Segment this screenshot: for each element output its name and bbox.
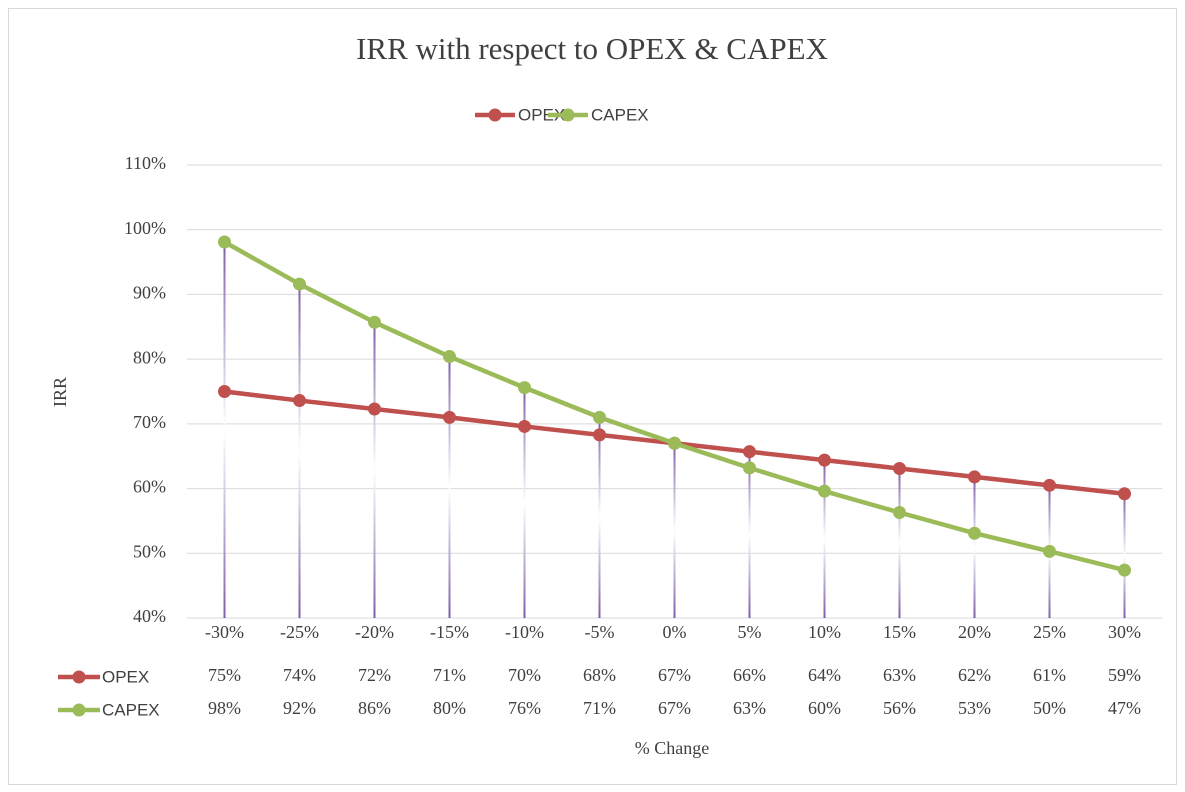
x-tick-label: -15% xyxy=(430,622,469,642)
y-tick-label: 110% xyxy=(125,153,166,173)
table-value: 80% xyxy=(433,698,466,718)
drop-line xyxy=(298,284,301,618)
table-value: 60% xyxy=(808,698,841,718)
data-point xyxy=(518,381,531,395)
data-point xyxy=(1043,544,1056,558)
drop-line xyxy=(748,451,751,618)
table-value: 63% xyxy=(733,698,766,718)
y-axis-title: IRR xyxy=(50,377,70,407)
table-value: 50% xyxy=(1033,698,1066,718)
data-point xyxy=(218,235,231,249)
y-tick-label: 60% xyxy=(133,477,166,497)
y-tick-label: 40% xyxy=(133,606,166,626)
table-value: 71% xyxy=(433,665,466,685)
x-tick-label: 20% xyxy=(958,622,991,642)
drop-line xyxy=(823,460,826,618)
data-point xyxy=(443,410,456,424)
data-point xyxy=(368,402,381,416)
table-value: 86% xyxy=(358,698,391,718)
drop-line xyxy=(523,387,526,618)
table-value: 64% xyxy=(808,665,841,685)
legend-label: OPEX xyxy=(518,105,565,124)
table-value: 71% xyxy=(583,698,616,718)
table-series-name: OPEX xyxy=(102,667,149,686)
table-value: 47% xyxy=(1108,698,1141,718)
table-value: 98% xyxy=(208,698,241,718)
x-tick-label: -20% xyxy=(355,622,394,642)
y-tick-label: 70% xyxy=(133,412,166,432)
data-point xyxy=(368,315,381,329)
data-point xyxy=(818,484,831,498)
drop-line xyxy=(1123,493,1126,618)
table-value: 68% xyxy=(583,665,616,685)
x-tick-label: -10% xyxy=(505,622,544,642)
data-point xyxy=(968,526,981,540)
x-tick-label: 5% xyxy=(738,622,762,642)
x-tick-label: -5% xyxy=(585,622,615,642)
table-key-marker xyxy=(72,670,86,684)
table-value: 74% xyxy=(283,665,316,685)
data-point xyxy=(1118,563,1131,577)
data-point xyxy=(668,436,681,450)
table-value: 75% xyxy=(208,665,241,685)
y-tick-label: 80% xyxy=(133,347,166,367)
chart-title: IRR with respect to OPEX & CAPEX xyxy=(356,31,828,66)
table-value: 56% xyxy=(883,698,916,718)
data-point xyxy=(593,428,606,442)
x-tick-label: 15% xyxy=(883,622,916,642)
table-value: 70% xyxy=(508,665,541,685)
table-series-name: CAPEX xyxy=(102,700,160,719)
table-value: 67% xyxy=(658,665,691,685)
table-value: 92% xyxy=(283,698,316,718)
drop-line xyxy=(973,476,976,618)
x-tick-label: 25% xyxy=(1033,622,1066,642)
data-point xyxy=(968,470,981,484)
data-point xyxy=(818,453,831,467)
chart-border xyxy=(8,8,1177,785)
x-axis-title: % Change xyxy=(635,738,709,758)
data-point xyxy=(1118,487,1131,501)
drop-line xyxy=(898,468,901,618)
table-value: 61% xyxy=(1033,665,1066,685)
table-value: 76% xyxy=(508,698,541,718)
data-point xyxy=(893,462,906,476)
table-value: 53% xyxy=(958,698,991,718)
drop-line xyxy=(598,417,601,618)
drop-line xyxy=(223,242,226,618)
x-tick-label: -30% xyxy=(205,622,244,642)
data-point xyxy=(293,277,306,291)
x-tick-label: 30% xyxy=(1108,622,1141,642)
x-tick-label: 0% xyxy=(663,622,687,642)
y-tick-label: 90% xyxy=(133,283,166,303)
data-point xyxy=(443,350,456,364)
drop-line xyxy=(448,356,451,618)
table-value: 72% xyxy=(358,665,391,685)
drop-line xyxy=(673,443,676,618)
x-tick-label: -25% xyxy=(280,622,319,642)
table-key-marker xyxy=(72,703,86,717)
y-tick-label: 100% xyxy=(124,218,166,238)
data-point xyxy=(743,445,756,459)
data-point xyxy=(743,461,756,475)
legend-label: CAPEX xyxy=(591,105,649,124)
drop-line xyxy=(373,322,376,618)
legend-marker xyxy=(488,108,502,122)
table-value: 59% xyxy=(1108,665,1141,685)
table-value: 66% xyxy=(733,665,766,685)
legend-marker xyxy=(561,108,575,122)
data-point xyxy=(518,419,531,433)
data-point xyxy=(293,394,306,408)
table-value: 63% xyxy=(883,665,916,685)
y-tick-label: 50% xyxy=(133,541,166,561)
data-point xyxy=(593,410,606,424)
x-tick-label: 10% xyxy=(808,622,841,642)
table-value: 67% xyxy=(658,698,691,718)
data-point xyxy=(893,506,906,520)
data-point xyxy=(1043,478,1056,492)
table-value: 62% xyxy=(958,665,991,685)
data-point xyxy=(218,385,231,398)
